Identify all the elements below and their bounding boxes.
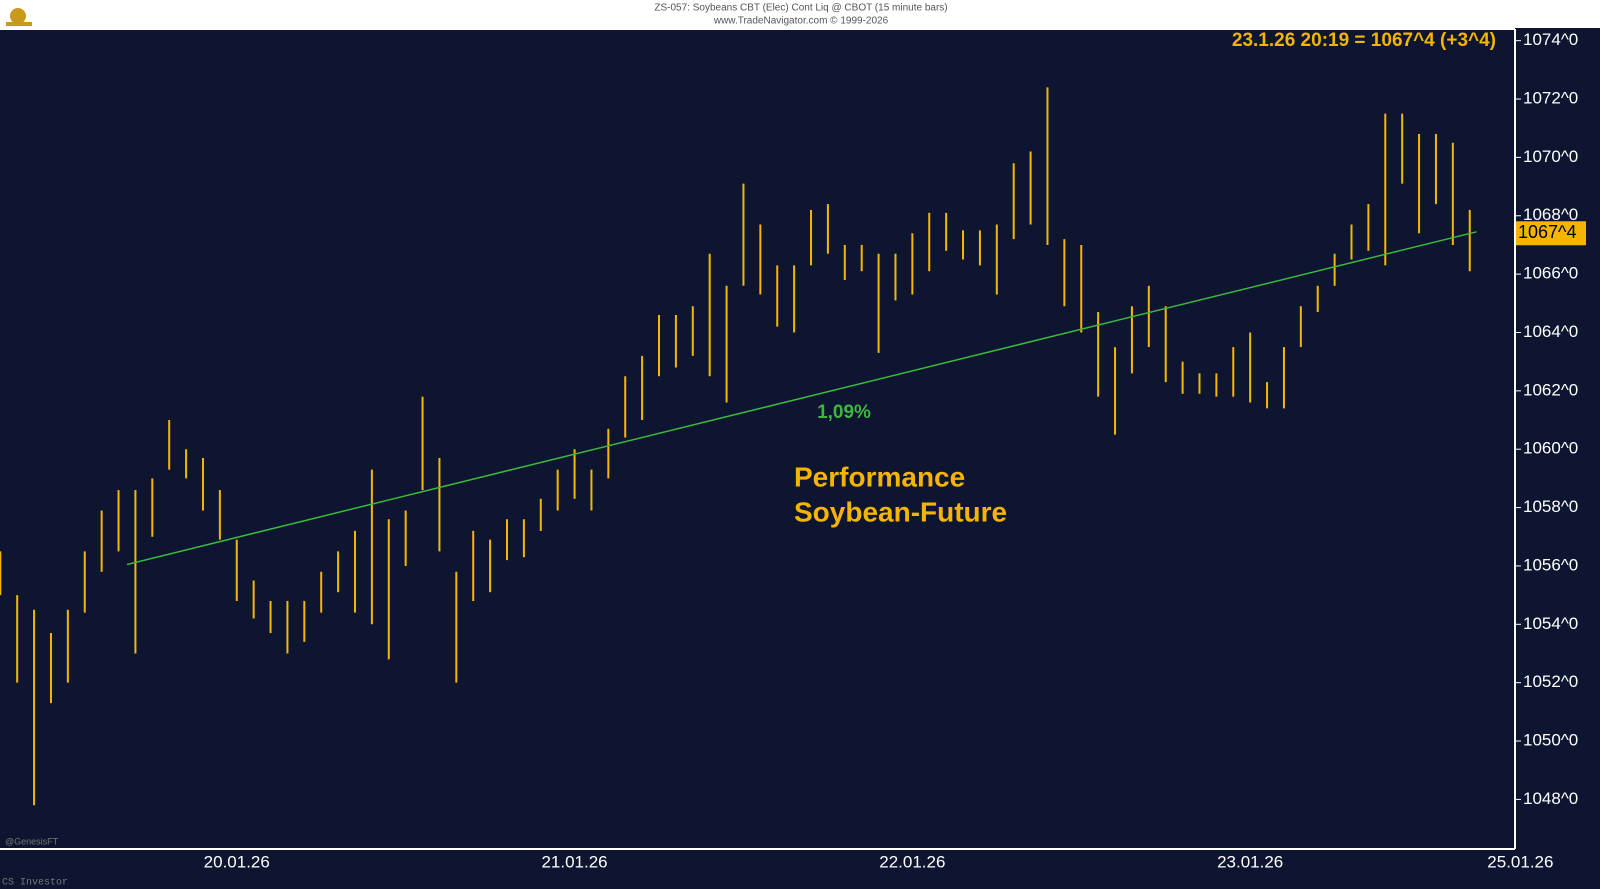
y-tick-label: 1064^0 <box>1523 322 1578 341</box>
logo <box>6 8 32 26</box>
y-tick-label: 1066^0 <box>1523 264 1578 283</box>
x-tick-label: 23.01.26 <box>1217 852 1283 871</box>
header-title: ZS-057: Soybeans CBT (Elec) Cont Liq @ C… <box>654 3 947 14</box>
y-tick-label: 1056^0 <box>1523 555 1578 574</box>
y-tick-label: 1062^0 <box>1523 380 1578 399</box>
y-tick-label: 1050^0 <box>1523 731 1578 750</box>
x-tick-label: 20.01.26 <box>204 852 270 871</box>
brand: CS Investor <box>2 878 68 889</box>
y-tick-label: 1074^0 <box>1523 30 1578 49</box>
trend-line <box>126 231 1477 566</box>
quote: 23.1.26 20:19 = 1067^4 (+3^4) <box>1232 30 1496 51</box>
credit: @GenesisFT <box>5 836 59 846</box>
y-tick-label: 1052^0 <box>1523 672 1578 691</box>
trend-label: 1,09% <box>817 402 871 423</box>
last-price-box <box>1516 221 1586 246</box>
y-tick-label: 1060^0 <box>1523 439 1578 458</box>
y-tick-label: 1070^0 <box>1523 147 1578 166</box>
x-tick-label: 21.01.26 <box>541 852 607 871</box>
y-tick-label: 1068^0 <box>1523 205 1578 224</box>
y-tick-label: 1054^0 <box>1523 614 1578 633</box>
header-bar <box>0 0 1600 28</box>
annotation-line: Performance <box>794 461 965 492</box>
x-tick-label: 22.01.26 <box>879 852 945 871</box>
x-tick-label: 25.01.26 <box>1487 852 1553 871</box>
y-tick-label: 1072^0 <box>1523 89 1578 108</box>
last-price-label: 1067^4 <box>1518 222 1577 242</box>
y-tick-label: 1048^0 <box>1523 789 1578 808</box>
annotation-line: Soybean-Future <box>794 496 1007 527</box>
header-source: www.TradeNavigator.com © 1999-2026 <box>713 16 889 27</box>
y-tick-label: 1058^0 <box>1523 497 1578 516</box>
